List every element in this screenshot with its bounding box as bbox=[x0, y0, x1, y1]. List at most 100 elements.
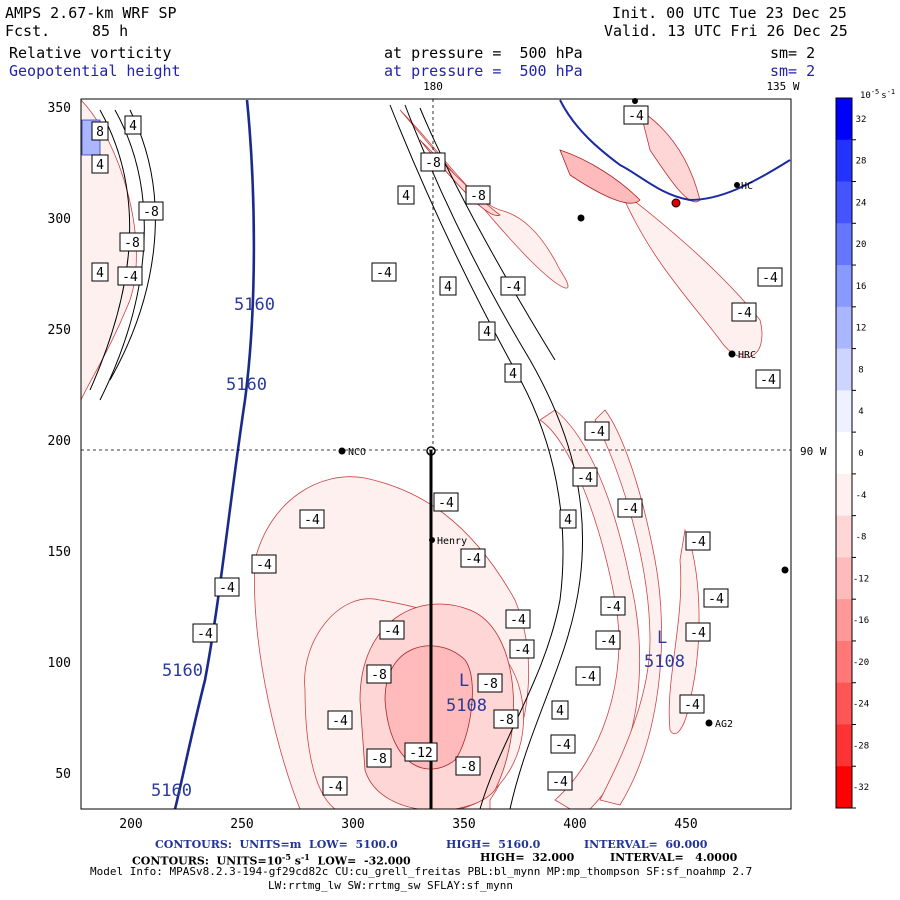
low-marker: L bbox=[459, 671, 469, 691]
colorbar-swatch bbox=[836, 390, 852, 433]
vort-label: -4 bbox=[299, 509, 325, 529]
colorbar-swatch bbox=[836, 181, 852, 224]
footer-height-high: HIGH= 5160.0 bbox=[446, 838, 541, 851]
svg-text:-4: -4 bbox=[332, 714, 348, 729]
stations: NCO Henry HRC AG2 HC bbox=[338, 98, 789, 730]
svg-text:-4: -4 bbox=[510, 613, 526, 628]
svg-text:-4: -4 bbox=[736, 306, 752, 321]
colorbar-swatch bbox=[836, 223, 852, 266]
height-label: 5160 bbox=[226, 375, 267, 395]
colorbar-swatch bbox=[836, 515, 852, 558]
height-label: 5160 bbox=[234, 295, 275, 315]
svg-text:-4: -4 bbox=[219, 581, 235, 596]
svg-text:-8: -8 bbox=[482, 677, 498, 692]
colorbar-swatch bbox=[836, 348, 852, 391]
svg-text:-4: -4 bbox=[197, 627, 213, 642]
low-marker: L bbox=[657, 628, 667, 648]
vort-label: -4 bbox=[371, 262, 397, 282]
vort-label: -4 bbox=[617, 498, 643, 518]
low-value: 5108 bbox=[644, 652, 685, 672]
footer-vort-interval: INTERVAL= 4.0000 bbox=[610, 851, 738, 864]
vort-label: -4 bbox=[509, 639, 535, 659]
vort-label: -8 bbox=[477, 673, 503, 693]
x-tick: 350 bbox=[452, 817, 475, 832]
svg-text:-4: -4 bbox=[577, 471, 593, 486]
colorbar-label: 4 bbox=[858, 407, 863, 417]
colorbar-swatch bbox=[836, 139, 852, 183]
svg-text:4: 4 bbox=[96, 158, 104, 173]
svg-text:-4: -4 bbox=[762, 271, 778, 286]
vort-label: -4 bbox=[685, 531, 711, 551]
svg-text:-4: -4 bbox=[376, 266, 392, 281]
vort-label: 4 bbox=[559, 509, 577, 529]
vort-label: -4 bbox=[500, 276, 526, 296]
station-dot bbox=[632, 98, 638, 104]
vort-label: -8 bbox=[493, 709, 519, 729]
valid-time: Valid. 13 UTC Fri 26 Dec 25 bbox=[604, 22, 848, 40]
svg-text:-4: -4 bbox=[465, 552, 481, 567]
svg-text:-4: -4 bbox=[384, 624, 400, 639]
colorbar-swatch bbox=[836, 265, 852, 308]
vorticity-labels: 8 4 4 -8 -8 4 -4 -8 -8 4 -4 4 -4 4 4 -4 … bbox=[91, 105, 783, 796]
field2-smoothing: sm= 2 bbox=[770, 62, 816, 80]
height-label: 5160 bbox=[151, 781, 192, 801]
svg-text:4: 4 bbox=[483, 325, 491, 340]
colorbar-swatch bbox=[836, 599, 852, 642]
vort-label: 4 bbox=[478, 321, 496, 341]
colorbar-unit: 10-5 s-1 bbox=[860, 88, 895, 101]
svg-text:-4: -4 bbox=[555, 738, 571, 753]
vort-label: -8 bbox=[366, 748, 392, 768]
vort-label: -4 bbox=[505, 609, 531, 629]
svg-text:-8: -8 bbox=[498, 713, 514, 728]
x-tick: 250 bbox=[230, 817, 253, 832]
colorbar-label: 24 bbox=[856, 198, 867, 208]
colorbar-swatch bbox=[836, 432, 852, 475]
vort-label: -4 bbox=[575, 666, 601, 686]
vort-label: -4 bbox=[595, 630, 621, 650]
colorbar-label: 28 bbox=[856, 157, 867, 167]
y-axis: 350 300 250 200 150 100 50 bbox=[48, 101, 71, 782]
svg-text:-4: -4 bbox=[684, 698, 700, 713]
vort-label: -4 bbox=[584, 421, 610, 441]
plot-area bbox=[81, 99, 791, 809]
svg-text:-4: -4 bbox=[690, 535, 706, 550]
station-dot bbox=[734, 182, 740, 188]
svg-text:4: 4 bbox=[129, 119, 137, 134]
colorbar-label: -24 bbox=[853, 700, 869, 710]
vort-label: -4 bbox=[547, 771, 573, 791]
colorbar-swatch bbox=[836, 473, 852, 517]
vort-label: 4 bbox=[397, 185, 415, 205]
low-centers: L 5108 L 5108 bbox=[446, 628, 685, 716]
colorbar-swatch bbox=[836, 640, 852, 684]
y-tick: 100 bbox=[48, 656, 71, 671]
vort-label: -4 bbox=[679, 694, 705, 714]
svg-text:4: 4 bbox=[96, 266, 104, 281]
x-tick: 300 bbox=[341, 817, 364, 832]
svg-text:-4: -4 bbox=[628, 109, 644, 124]
vort-label: -4 bbox=[755, 369, 781, 389]
vort-label: -4 bbox=[192, 623, 218, 643]
colorbar-label: 12 bbox=[856, 324, 867, 334]
vort-label: -4 bbox=[550, 734, 576, 754]
station-dot bbox=[781, 566, 789, 574]
y-tick: 50 bbox=[55, 767, 71, 782]
station-dot bbox=[705, 719, 713, 727]
vort-label: -8 bbox=[455, 756, 481, 776]
vort-label: -4 bbox=[322, 776, 348, 796]
colorbar-swatch bbox=[836, 557, 852, 600]
station-dot-red bbox=[671, 198, 681, 208]
svg-text:-12: -12 bbox=[409, 746, 432, 761]
right-label-90w: 90 W bbox=[800, 445, 827, 458]
svg-text:-8: -8 bbox=[124, 236, 140, 251]
station-label: NCO bbox=[348, 447, 366, 458]
svg-text:-8: -8 bbox=[371, 668, 387, 683]
vort-label: -4 bbox=[572, 467, 598, 487]
vort-label: -4 bbox=[685, 622, 711, 642]
height-label: 5160 bbox=[162, 661, 203, 681]
height-contour-5160 bbox=[173, 99, 256, 809]
colorbar-label: 0 bbox=[858, 449, 863, 459]
svg-text:4: 4 bbox=[509, 367, 517, 382]
vort-label: -4 bbox=[460, 548, 486, 568]
forecast-label: Fcst. bbox=[5, 22, 51, 40]
vort-label: 4 bbox=[91, 154, 109, 174]
